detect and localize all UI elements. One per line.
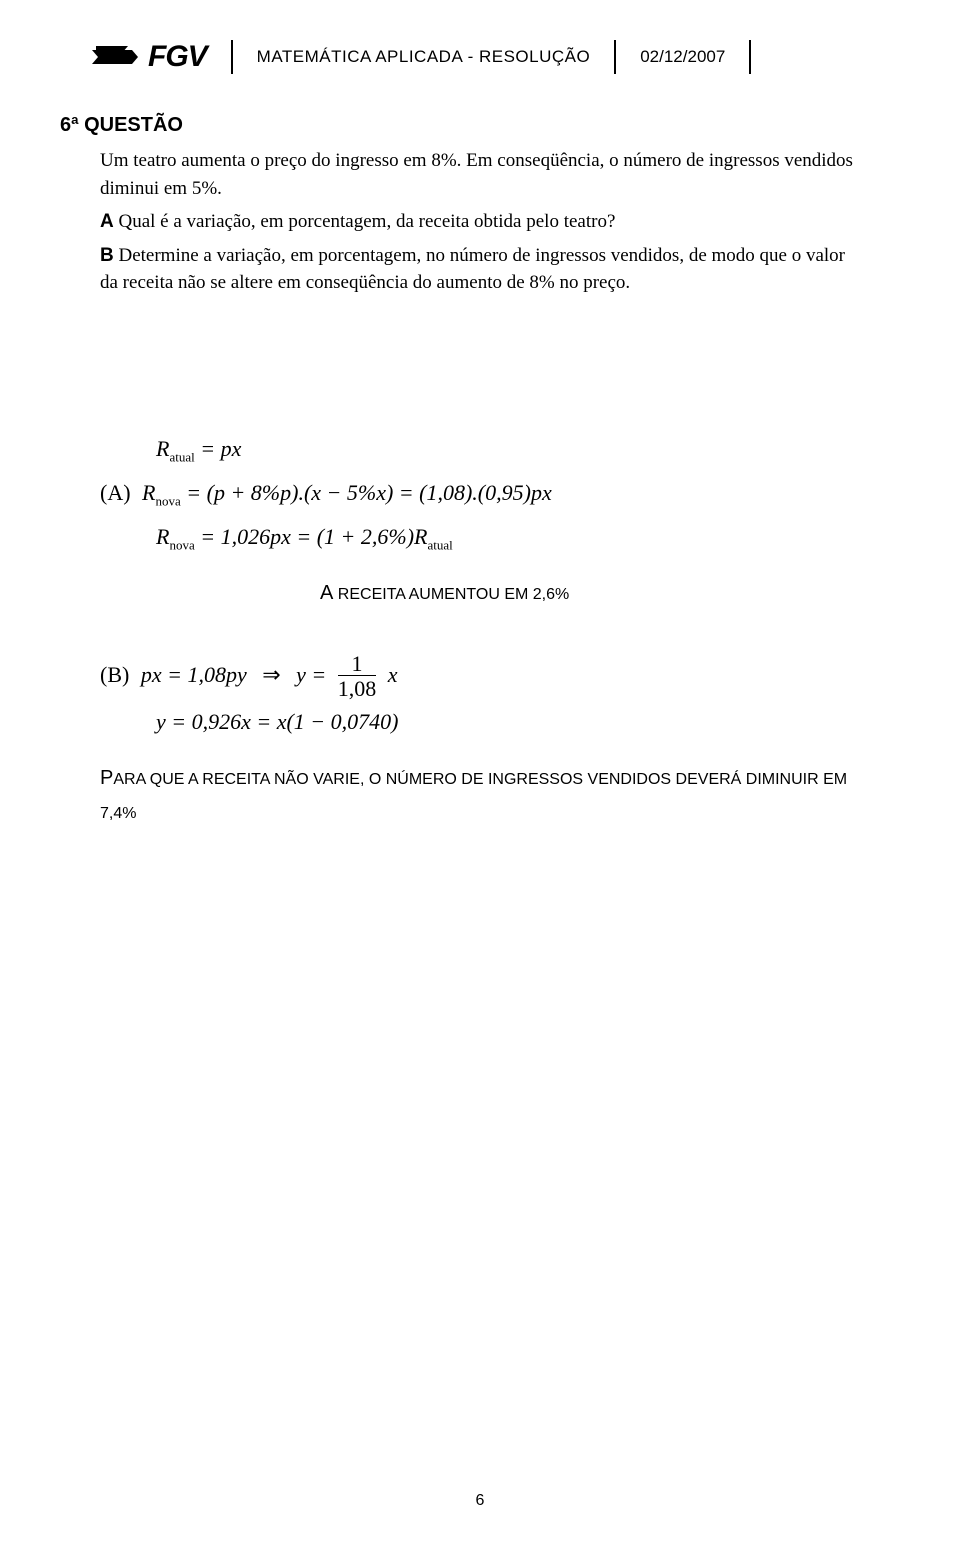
solution-note-b: PARA QUE A RECEITA NÃO VARIE, O NÚMERO D… [100,758,860,830]
note-rest: RECEITA AUMENTOU EM 2,6% [333,586,569,603]
logo-block: FGV [92,40,207,74]
question-part-b: B Determine a variação, em porcentagem, … [100,242,860,297]
solution-line-2: (A) Rnova = (p + 8%p).(x − 5%x) = (1,08)… [100,471,860,515]
divider [749,40,751,74]
math-rhs: = 1,026px = (1 + 2,6%)R [195,524,428,549]
math-y: y = [296,662,326,687]
math-rhs: = px [195,436,242,461]
logo-text: FGV [148,40,207,74]
solution-note-a: A RECEITA AUMENTOU EM 2,6% [320,573,860,613]
question-intro: Um teatro aumenta o preço do ingresso em… [100,147,860,202]
part-a-text: Qual é a variação, em porcentagem, da re… [118,211,615,232]
solution-line-3: Rnova = 1,026px = (1 + 2,6%)Ratual [156,515,860,559]
note-rest: ARA QUE A RECEITA NÃO VARIE, O NÚMERO DE… [100,771,847,822]
math-line: y = 0,926x = x(1 − 0,0740) [156,709,398,734]
implies-icon: ⇒ [262,662,280,687]
page: FGV MATEMÁTICA APLICADA - RESOLUÇÃO 02/1… [0,0,960,1550]
math-R: R [156,524,169,549]
part-a-label: A [100,211,114,232]
part-b-label: B [100,245,114,266]
math-R: R [156,436,169,461]
note-lead: A [320,582,333,604]
page-number: 6 [0,1492,960,1510]
divider [231,40,233,74]
logo-flag-icon [92,46,138,68]
math-tail: x [388,662,398,687]
header-date: 02/12/2007 [640,47,725,67]
solution-line-1: Ratual = px [156,427,860,471]
math-R: R [142,480,155,505]
question-part-a: A Qual é a variação, em porcentagem, da … [100,208,860,236]
math-sub: atual [427,537,452,552]
question-label: 6ª QUESTÃO [60,114,860,137]
question-body: Um teatro aumenta o preço do ingresso em… [100,147,860,297]
fraction-den: 1,08 [338,675,377,700]
math-sub: nova [169,537,194,552]
part-b-marker: (B) [100,662,129,687]
header-title: MATEMÁTICA APLICADA - RESOLUÇÃO [257,47,591,67]
fraction: 1 1,08 [338,653,377,700]
part-b-text: Determine a variação, em porcentagem, no… [100,245,845,294]
page-header: FGV MATEMÁTICA APLICADA - RESOLUÇÃO 02/1… [92,40,860,74]
math-lhs: px = 1,08py [141,662,247,687]
math-sub: atual [169,449,194,464]
note-lead: P [100,767,113,789]
fraction-num: 1 [338,653,377,675]
solution-block: Ratual = px (A) Rnova = (p + 8%p).(x − 5… [100,427,860,830]
math-rhs: = (p + 8%p).(x − 5%x) = (1,08).(0,95)px [181,480,552,505]
divider [614,40,616,74]
solution-line-b2: y = 0,926x = x(1 − 0,0740) [156,700,860,744]
math-sub: nova [156,493,181,508]
part-a-marker: (A) [100,480,131,505]
solution-line-b1: (B) px = 1,08py ⇒ y = 1 1,08 x [100,653,860,700]
